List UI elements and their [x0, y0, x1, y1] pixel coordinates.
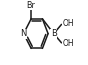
Text: Br: Br	[27, 1, 36, 10]
Text: B: B	[51, 29, 57, 38]
Text: OH: OH	[62, 19, 74, 28]
Text: N: N	[20, 29, 27, 38]
Text: OH: OH	[62, 39, 74, 48]
